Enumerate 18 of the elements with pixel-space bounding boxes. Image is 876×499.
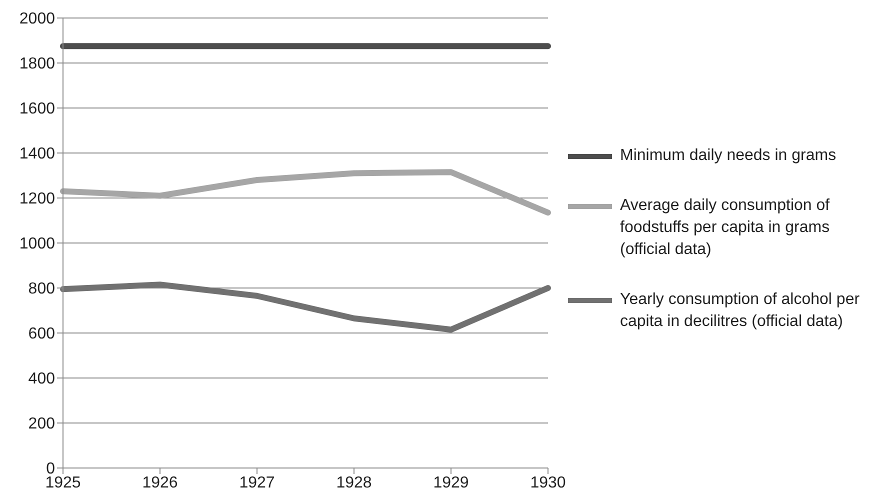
y-tick-label: 2000 <box>19 10 56 28</box>
y-tick-label: 1400 <box>19 146 56 163</box>
x-tick-label: 1926 <box>142 474 178 492</box>
x-tick-label: 1928 <box>336 474 372 492</box>
y-tick-label: 600 <box>28 326 56 343</box>
y-tick-label: 800 <box>28 280 56 298</box>
y-tick-label: 1600 <box>19 100 56 118</box>
legend-label: Yearly consumption of alcohol per capita in decilitres (official data) <box>620 290 861 332</box>
y-tick-label: 400 <box>28 370 56 388</box>
legend-label: Minimum daily needs in grams <box>620 146 836 166</box>
y-tick-label: 1800 <box>19 56 56 73</box>
x-tick-label: 1927 <box>239 474 275 492</box>
y-tick-label: 1200 <box>19 190 56 208</box>
x-tick-label: 1930 <box>530 474 566 492</box>
x-tick-label: 1929 <box>433 474 469 492</box>
y-tick-label: 200 <box>28 416 56 433</box>
legend-label: Average daily consumption of foodstuffs per capita in grams (official data) <box>620 196 831 260</box>
y-tick-label: 1000 <box>19 236 56 253</box>
